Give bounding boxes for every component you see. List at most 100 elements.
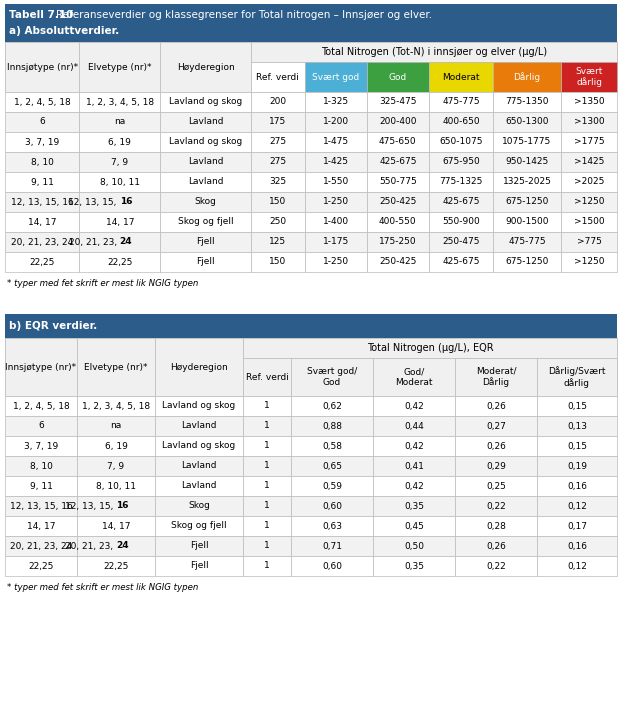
Bar [243, 396, 291, 416]
Bar [251, 252, 305, 272]
Text: 0,35: 0,35 [404, 562, 424, 570]
Bar [429, 92, 493, 112]
Bar [455, 556, 537, 576]
Bar [5, 338, 77, 396]
Text: 950-1425: 950-1425 [506, 158, 549, 167]
Bar [5, 132, 80, 152]
Text: 20, 21, 23,: 20, 21, 23, [65, 541, 116, 550]
Bar [160, 92, 251, 112]
Text: 0,71: 0,71 [322, 541, 342, 550]
Bar [5, 456, 77, 476]
Bar [291, 358, 373, 396]
Text: 0,22: 0,22 [486, 562, 506, 570]
Bar [243, 496, 291, 516]
Bar [80, 172, 160, 192]
Text: 1, 2, 4, 5, 18: 1, 2, 4, 5, 18 [14, 98, 70, 106]
Text: 675-1250: 675-1250 [505, 198, 549, 207]
Bar [155, 338, 243, 396]
Text: 22,25: 22,25 [29, 257, 55, 267]
Bar [5, 192, 80, 212]
Bar [305, 192, 367, 212]
Bar [80, 132, 160, 152]
Text: Ref. verdi: Ref. verdi [256, 73, 299, 81]
Bar [367, 152, 429, 172]
Bar [429, 132, 493, 152]
Bar [305, 112, 367, 132]
Bar [251, 212, 305, 232]
Text: 650-1075: 650-1075 [439, 138, 483, 146]
Bar [305, 232, 367, 252]
Bar [561, 212, 617, 232]
Text: 0,13: 0,13 [567, 421, 587, 431]
Text: 1-425: 1-425 [323, 158, 349, 167]
Bar [291, 516, 373, 536]
Text: Total Nitrogen (μg/L), EQR: Total Nitrogen (μg/L), EQR [367, 343, 493, 353]
Text: 550-775: 550-775 [379, 178, 417, 187]
Bar [455, 536, 537, 556]
Bar [493, 62, 561, 92]
Text: 14, 17: 14, 17 [27, 521, 55, 530]
Text: Lavland: Lavland [188, 118, 223, 126]
Text: Total Nitrogen (Tot-N) i innsjøer og elver (μg/L): Total Nitrogen (Tot-N) i innsjøer og elv… [321, 47, 547, 57]
Text: 1, 2, 3, 4, 5, 18: 1, 2, 3, 4, 5, 18 [86, 98, 154, 106]
Bar [373, 456, 455, 476]
Bar [5, 92, 80, 112]
Bar [251, 112, 305, 132]
Text: 12, 13, 15,: 12, 13, 15, [68, 198, 120, 207]
Bar [77, 338, 155, 396]
Bar [291, 496, 373, 516]
Text: 0,26: 0,26 [486, 541, 506, 550]
Bar [291, 456, 373, 476]
Text: 22,25: 22,25 [107, 257, 132, 267]
Bar [77, 456, 155, 476]
Text: Fjell: Fjell [197, 237, 215, 247]
Bar [5, 536, 77, 556]
Bar [251, 192, 305, 212]
Bar [367, 112, 429, 132]
Bar [155, 456, 243, 476]
Bar [493, 152, 561, 172]
Bar [5, 4, 617, 42]
Text: Lavland og skog: Lavland og skog [162, 441, 236, 451]
Text: 0,15: 0,15 [567, 401, 587, 411]
Text: 0,60: 0,60 [322, 562, 342, 570]
Text: Lavland: Lavland [181, 461, 216, 471]
Bar [455, 476, 537, 496]
Bar [5, 42, 617, 62]
Bar [305, 212, 367, 232]
Bar [373, 416, 455, 436]
Text: Fjell: Fjell [190, 541, 208, 550]
Text: 0,41: 0,41 [404, 461, 424, 471]
Text: 0,50: 0,50 [404, 541, 424, 550]
Bar [537, 496, 617, 516]
Bar [5, 252, 80, 272]
Text: 250-425: 250-425 [379, 198, 417, 207]
Text: Svært
dårlig: Svært dårlig [575, 67, 603, 87]
Text: Referanseverdier og klassegrenser for Total nitrogen – Innsjøer og elver.: Referanseverdier og klassegrenser for To… [56, 10, 432, 20]
Text: 775-1350: 775-1350 [505, 98, 549, 106]
Text: 14, 17: 14, 17 [106, 217, 134, 227]
Text: Innsjøtype (nr)*: Innsjøtype (nr)* [7, 63, 78, 71]
Text: 0,25: 0,25 [486, 481, 506, 491]
Text: 0,16: 0,16 [567, 481, 587, 491]
Text: 1-250: 1-250 [323, 198, 349, 207]
Bar [160, 172, 251, 192]
Bar [429, 212, 493, 232]
Bar [155, 496, 243, 516]
Bar [155, 536, 243, 556]
Text: 12, 13, 15,: 12, 13, 15, [65, 501, 116, 511]
Text: 475-775: 475-775 [442, 98, 480, 106]
Text: a) Absoluttverdier.: a) Absoluttverdier. [9, 26, 119, 36]
Text: 24: 24 [116, 541, 129, 550]
Bar [291, 536, 373, 556]
Text: na: na [114, 118, 126, 126]
Bar [291, 416, 373, 436]
Bar [429, 172, 493, 192]
Text: b) EQR verdier.: b) EQR verdier. [9, 321, 97, 331]
Text: Elvetype (nr)*: Elvetype (nr)* [88, 63, 152, 71]
Text: 325-475: 325-475 [379, 98, 417, 106]
Text: 475-775: 475-775 [508, 237, 546, 247]
Bar [291, 436, 373, 456]
Bar [80, 212, 160, 232]
Text: 125: 125 [269, 237, 287, 247]
